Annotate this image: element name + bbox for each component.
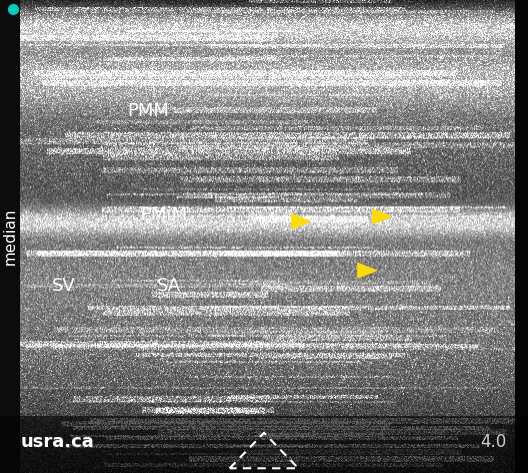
Text: SA: SA — [157, 277, 181, 295]
Text: median: median — [3, 208, 17, 265]
Text: PMiM: PMiM — [140, 206, 187, 224]
Text: 4.0: 4.0 — [480, 433, 507, 451]
Polygon shape — [358, 263, 376, 278]
Polygon shape — [292, 214, 310, 228]
Text: PMM: PMM — [127, 102, 169, 120]
Text: usra.ca: usra.ca — [21, 433, 95, 451]
Polygon shape — [373, 210, 391, 224]
Text: SV: SV — [52, 277, 75, 295]
